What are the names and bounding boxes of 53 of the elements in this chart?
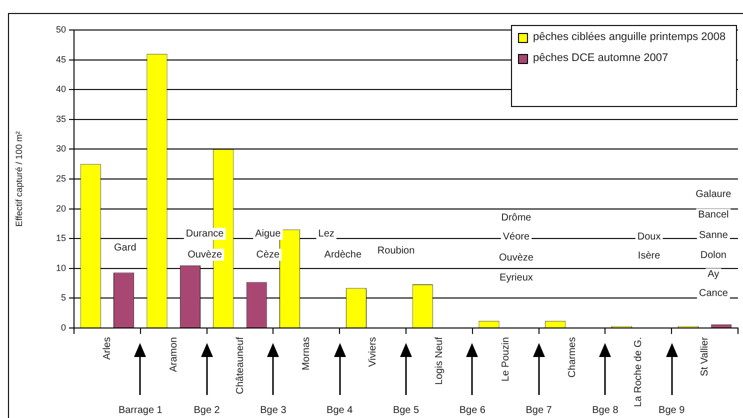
- y-tick-label: 15: [56, 233, 66, 244]
- x-tick-label: Arles: [102, 337, 113, 360]
- x-tick-label: Aramon: [168, 337, 180, 372]
- y-tick-label: 10: [56, 262, 66, 273]
- annotation: Drôme: [501, 212, 532, 224]
- y-axis-title: Effectif capturé / 100 m²: [14, 131, 24, 227]
- annotation: Lez: [318, 228, 334, 240]
- y-tick-label: 20: [56, 203, 66, 214]
- x-tick-label: Logis Neuf: [434, 336, 445, 385]
- x-tick-label: La Roche de G.: [633, 337, 644, 408]
- text: Bge 9: [658, 404, 686, 416]
- y-tick-label: 40: [56, 84, 66, 94]
- annotation: Sanne: [698, 230, 728, 241]
- annotation: Galaure: [696, 189, 732, 200]
- annotation: Durance: [186, 228, 224, 240]
- annotation: Ardèche: [324, 249, 362, 260]
- legend-label: pêches DCE automne 2007: [533, 51, 668, 66]
- annotation: Eyrieux: [500, 272, 533, 284]
- x-tick-label: Mornas: [301, 337, 312, 370]
- text: Bge 5: [392, 404, 420, 416]
- text: Bge 3: [260, 404, 287, 416]
- annotation: Roubion: [377, 245, 415, 256]
- annotation: Isère: [638, 250, 661, 262]
- x-tick-label: Le Pouzin: [500, 337, 512, 382]
- y-tick-label: 0: [60, 322, 66, 332]
- text: Bge 6: [459, 404, 486, 416]
- x-tick-label: St Vallier: [700, 336, 711, 376]
- annotation: Doux: [637, 232, 661, 243]
- text: Bge 2: [194, 404, 220, 416]
- text: Barrage 1: [118, 404, 163, 416]
- x-tick-label: Châteauneuf: [234, 336, 246, 394]
- annotation: Ouvèze: [188, 249, 222, 260]
- text: Bge 8: [592, 404, 619, 416]
- annotation: Dolon: [700, 250, 726, 262]
- y-tick-label: 30: [56, 144, 66, 154]
- annotation: Cance: [698, 288, 728, 300]
- y-tick-label: 5: [60, 292, 66, 303]
- annotation: Gard: [114, 242, 136, 254]
- x-tick-label: Charmes: [566, 337, 578, 378]
- annotation: Bancel: [698, 210, 729, 221]
- annotation: Ouvèze: [498, 252, 534, 264]
- annotation: Aigue: [255, 228, 282, 240]
- annotation: Cèze: [256, 249, 280, 260]
- text: Bge 7: [526, 404, 552, 416]
- annotation: Véore: [502, 232, 530, 243]
- text: Bge 4: [326, 404, 354, 416]
- x-tick-label: Viviers: [368, 337, 379, 367]
- y-tick-label: 50: [56, 24, 66, 34]
- y-tick-label: 35: [56, 114, 66, 124]
- annotation: Ay: [708, 269, 720, 280]
- y-tick-label: 45: [56, 54, 66, 64]
- y-tick-label: 25: [56, 173, 66, 184]
- legend-label: pêches ciblées anguille printemps 2008: [533, 30, 726, 45]
